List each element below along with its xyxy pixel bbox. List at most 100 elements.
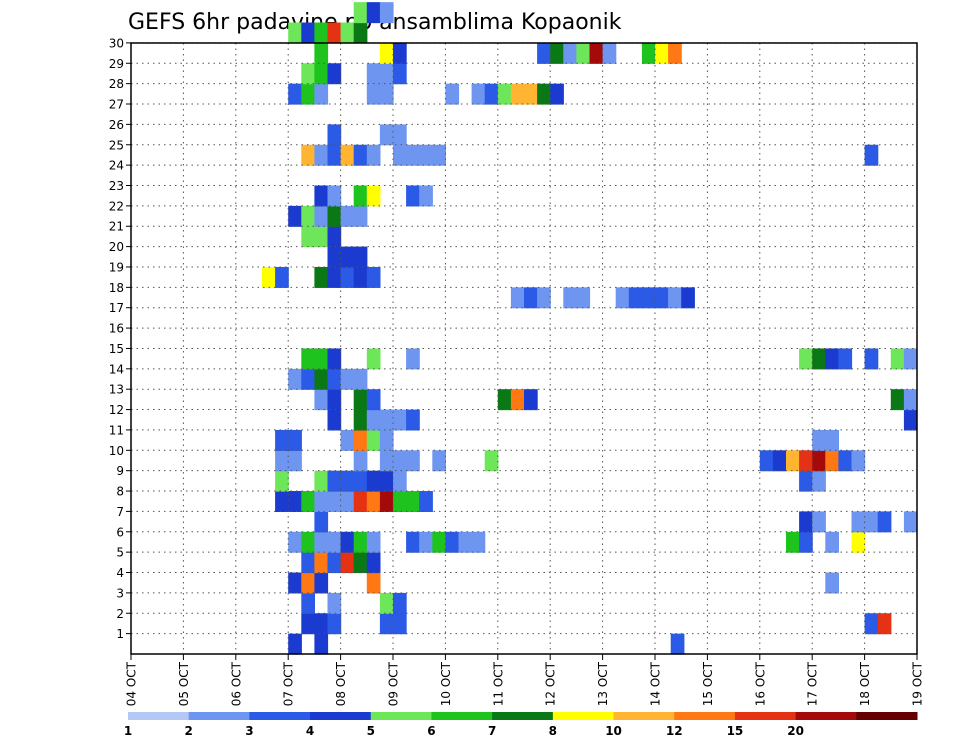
y-tick-label: 27: [109, 98, 124, 112]
colorbar-swatch: [128, 712, 190, 720]
y-tick-label: 16: [109, 322, 124, 336]
heatmap-cell: [262, 266, 276, 288]
heatmap-cell: [288, 572, 302, 594]
heatmap-cell: [890, 348, 905, 370]
colorbar-label: 6: [427, 724, 435, 738]
heatmap-cell: [327, 531, 342, 553]
x-tick-label: 14 OCT: [649, 661, 663, 706]
heatmap-cell: [825, 450, 839, 472]
heatmap-cell: [851, 511, 866, 533]
heatmap-cell: [393, 613, 407, 635]
heatmap-cell: [681, 287, 695, 309]
heatmap-cell: [314, 42, 329, 64]
y-tick-label: 19: [109, 260, 124, 274]
heatmap-cell: [877, 511, 892, 533]
heatmap-cell: [668, 42, 682, 64]
y-tick-label: 2: [116, 607, 124, 621]
heatmap-cell: [379, 470, 394, 492]
heatmap-cell: [589, 42, 604, 64]
x-tick-label: 15 OCT: [701, 661, 715, 706]
heatmap-cell: [393, 124, 407, 146]
heatmap-cell: [301, 592, 315, 614]
x-axis-ticks: 04 OCT 05 OCT 06 OCT 07 OCT 08 OCT 09 OCT 10 O…: [125, 654, 925, 706]
colorbar-swatch: [370, 712, 432, 720]
heatmap-cell: [602, 42, 617, 64]
heatmap-cell: [838, 348, 853, 370]
heatmap-cell: [353, 2, 368, 24]
heatmap-cell: [314, 531, 329, 553]
heatmap-cell: [576, 287, 591, 309]
grid-lines: [131, 42, 917, 654]
heatmap-cell: [799, 450, 813, 472]
heatmap-cell: [825, 348, 839, 370]
heatmap-cell: [340, 144, 355, 166]
heatmap-cell: [340, 22, 355, 44]
colorbar-label: 10: [605, 724, 622, 738]
heatmap-cell: [314, 348, 329, 370]
heatmap-cell: [510, 287, 525, 309]
heatmap-cell: [353, 22, 368, 44]
colorbar-swatch: [795, 712, 857, 720]
y-tick-label: 26: [109, 118, 124, 132]
x-tick-label: 05 OCT: [177, 661, 191, 706]
heatmap-cell: [301, 83, 315, 105]
heatmap-cell: [366, 491, 381, 513]
heatmap-cell: [301, 531, 315, 553]
heatmap-cell: [471, 531, 486, 553]
y-tick-label: 8: [116, 485, 124, 499]
heatmap-cell: [353, 389, 368, 411]
heatmap-cell: [786, 531, 800, 553]
y-tick-label: 5: [116, 546, 124, 560]
heatmap-cell: [838, 450, 853, 472]
x-tick-label: 13 OCT: [596, 661, 610, 706]
heatmap-cell: [275, 429, 289, 451]
heatmap-cell: [366, 2, 381, 24]
heatmap-cell: [366, 83, 381, 105]
colorbar: 1 2 3 4 5 6 7 8 10 12 15 20: [124, 712, 918, 738]
heatmap-cell: [851, 450, 866, 472]
heatmap-cell: [379, 592, 394, 614]
x-tick-label: 19 OCT: [911, 661, 925, 706]
heatmap-cell: [327, 389, 342, 411]
heatmap-cell: [799, 470, 813, 492]
heatmap-cell: [379, 409, 394, 431]
heatmap-cell: [445, 83, 460, 105]
heatmap-cell: [353, 246, 368, 268]
heatmap-cell: [484, 450, 499, 472]
heatmap-cell: [314, 511, 329, 533]
heatmap-cell: [406, 185, 420, 207]
heatmap-cell: [393, 409, 407, 431]
heatmap-cell: [327, 144, 342, 166]
heatmap-cell: [641, 287, 656, 309]
heatmap-cell: [327, 266, 342, 288]
heatmap-cell: [903, 389, 917, 411]
heatmap-cell: [340, 266, 355, 288]
y-tick-label: 20: [109, 240, 124, 254]
heatmap-cell: [314, 633, 329, 655]
heatmap-cell: [366, 572, 381, 594]
heatmap-cell: [497, 389, 512, 411]
x-tick-label: 08 OCT: [334, 661, 348, 706]
colorbar-label: 8: [549, 724, 557, 738]
heatmap-cell: [406, 450, 420, 472]
heatmap-cell: [314, 613, 329, 635]
heatmap-cell: [301, 613, 315, 635]
heatmap-cell: [366, 348, 381, 370]
x-tick-label: 06 OCT: [229, 661, 243, 706]
heatmap-cell: [641, 42, 656, 64]
heatmap-cell: [301, 226, 315, 248]
heatmap-cell: [340, 531, 355, 553]
heatmap-cell: [327, 470, 342, 492]
heatmap-cell: [366, 63, 381, 85]
heatmap-cell: [366, 389, 381, 411]
heatmap-cell: [628, 287, 643, 309]
colorbar-swatch: [552, 712, 615, 720]
heatmap-cell: [314, 266, 329, 288]
heatmap-cell: [864, 144, 879, 166]
heatmap-cell: [288, 205, 302, 227]
heatmap-cell: [432, 450, 446, 472]
heatmap-cell: [314, 205, 329, 227]
colorbar-swatch: [734, 712, 797, 720]
heatmap-cell: [288, 633, 302, 655]
